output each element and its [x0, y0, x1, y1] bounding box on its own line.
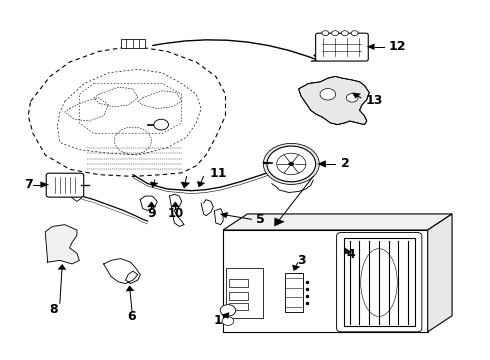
Circle shape [263, 143, 319, 184]
Text: 11: 11 [210, 167, 227, 180]
Polygon shape [221, 312, 229, 319]
FancyBboxPatch shape [344, 238, 415, 327]
FancyBboxPatch shape [223, 230, 428, 332]
Text: 2: 2 [342, 157, 350, 170]
Circle shape [154, 119, 169, 130]
Polygon shape [171, 202, 180, 207]
Polygon shape [292, 265, 300, 271]
Circle shape [332, 31, 339, 36]
FancyBboxPatch shape [229, 292, 248, 300]
Text: 10: 10 [167, 207, 183, 220]
Text: 7: 7 [24, 178, 32, 191]
Circle shape [288, 162, 294, 166]
Polygon shape [45, 225, 79, 264]
FancyBboxPatch shape [46, 173, 84, 197]
Text: 5: 5 [256, 213, 265, 226]
Polygon shape [343, 248, 352, 254]
Polygon shape [150, 181, 158, 188]
FancyBboxPatch shape [121, 39, 145, 48]
Polygon shape [428, 214, 452, 332]
Circle shape [220, 305, 236, 316]
Circle shape [342, 31, 348, 36]
Polygon shape [317, 160, 326, 167]
FancyBboxPatch shape [229, 279, 248, 287]
Circle shape [222, 317, 234, 325]
Polygon shape [274, 217, 285, 226]
FancyBboxPatch shape [226, 267, 263, 318]
Polygon shape [223, 214, 452, 230]
Polygon shape [126, 285, 134, 291]
Polygon shape [298, 76, 369, 125]
FancyBboxPatch shape [285, 273, 303, 312]
Polygon shape [70, 195, 82, 202]
FancyBboxPatch shape [229, 302, 248, 310]
Polygon shape [220, 212, 228, 219]
Text: 4: 4 [347, 248, 356, 261]
FancyBboxPatch shape [316, 33, 368, 61]
Circle shape [267, 146, 316, 182]
Circle shape [351, 31, 358, 36]
Circle shape [346, 94, 358, 102]
Text: 9: 9 [147, 207, 156, 220]
Polygon shape [352, 93, 361, 99]
Circle shape [322, 31, 329, 36]
Circle shape [320, 89, 336, 100]
Text: 8: 8 [49, 303, 58, 316]
Polygon shape [147, 202, 156, 207]
Polygon shape [367, 44, 374, 50]
Text: 13: 13 [366, 94, 383, 107]
Text: 3: 3 [297, 254, 305, 267]
Text: 1: 1 [214, 314, 222, 327]
Polygon shape [180, 182, 190, 189]
Polygon shape [40, 181, 49, 188]
Polygon shape [197, 181, 205, 188]
Text: 6: 6 [128, 310, 136, 323]
Polygon shape [57, 264, 66, 270]
Text: 12: 12 [389, 40, 406, 53]
